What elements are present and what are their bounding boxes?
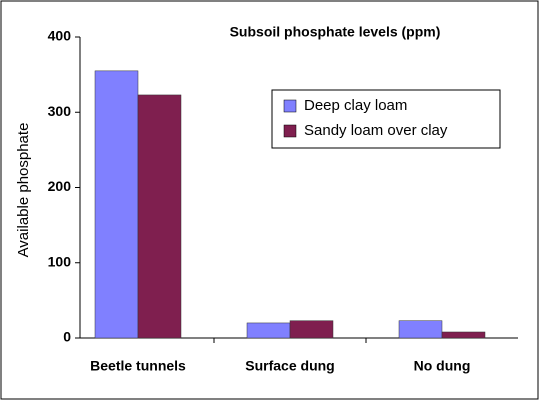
bar	[289, 320, 334, 339]
x-tick-label: No dung	[414, 358, 471, 374]
y-tick-label: 100	[48, 253, 72, 269]
x-tick-label: Surface dung	[245, 358, 334, 374]
y-tick-label: 400	[48, 28, 72, 44]
y-axis-label: Available phosphate	[15, 123, 32, 258]
x-tick-label: Beetle tunnels	[90, 358, 186, 374]
legend-box	[271, 89, 501, 149]
y-tick-label: 0	[63, 329, 71, 345]
bar	[137, 94, 182, 339]
bar	[94, 70, 139, 339]
legend-swatch	[283, 124, 297, 138]
y-tick-label: 300	[48, 103, 72, 119]
y-tick-label: 200	[48, 178, 72, 194]
bar	[441, 331, 486, 339]
legend-label: Sandy loam over clay	[304, 122, 448, 139]
chart-title: Subsoil phosphate levels (ppm)	[230, 24, 441, 40]
bar	[398, 320, 443, 339]
legend-swatch	[283, 99, 297, 113]
bar	[246, 322, 291, 339]
legend-label: Deep clay loam	[304, 97, 407, 114]
